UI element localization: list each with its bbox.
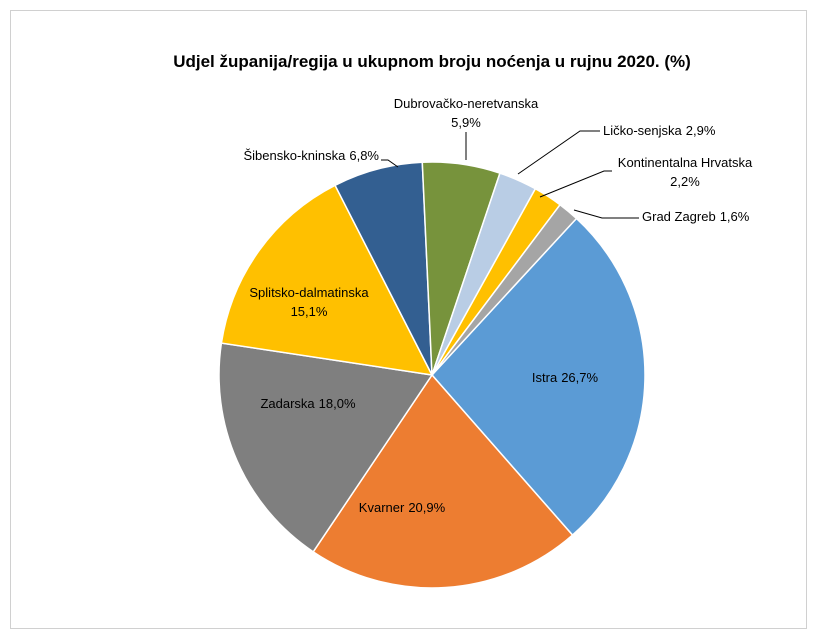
leader-line — [573, 209, 639, 219]
pie-slice — [312, 373, 574, 589]
label-value: 26,7% — [561, 370, 598, 385]
data-label: Šibensko-kninska 6,8% — [243, 148, 379, 163]
data-label: Istra 26,7% — [532, 370, 599, 385]
leader-line — [381, 159, 399, 168]
data-label: Splitsko-dalmatinska 15,1% — [249, 285, 369, 319]
label-value: 1,6% — [720, 209, 750, 224]
leader-line — [517, 130, 600, 175]
label-value: 6,8% — [349, 148, 379, 163]
label-value: 15,1% — [291, 304, 328, 319]
data-label: Kontinentalna Hrvatska 2,2% — [618, 155, 753, 189]
label-name: Kvarner — [359, 500, 405, 515]
label-value: 2,2% — [670, 174, 700, 189]
data-label: Ličko-senjska 2,9% — [603, 123, 716, 138]
label-value: 20,9% — [408, 500, 445, 515]
data-label: Dubrovačko-neretvanska 5,9% — [394, 96, 539, 130]
label-name: Dubrovačko-neretvanska — [394, 96, 539, 111]
label-name: Istra — [532, 370, 558, 385]
pie-slice — [430, 217, 646, 537]
leader-line — [539, 170, 612, 198]
label-value: 18,0% — [319, 396, 356, 411]
pie-slice — [218, 342, 434, 553]
pie-slice — [431, 203, 578, 376]
data-label: Grad Zagreb 1,6% — [642, 209, 750, 224]
label-value: 5,9% — [451, 115, 481, 130]
label-name: Kontinentalna Hrvatska — [618, 155, 753, 170]
data-label: Kvarner 20,9% — [359, 500, 446, 515]
data-label: Zadarska 18,0% — [260, 396, 356, 411]
chart-title: Udjel županija/regija u ukupnom broju no… — [173, 52, 691, 71]
label-value: 2,9% — [686, 123, 716, 138]
label-name: Ličko-senjska — [603, 123, 683, 138]
label-name: Grad Zagreb — [642, 209, 716, 224]
label-name: Šibensko-kninska — [243, 148, 346, 163]
pie-slice — [220, 184, 434, 376]
label-name: Splitsko-dalmatinska — [249, 285, 369, 300]
label-name: Zadarska — [260, 396, 315, 411]
